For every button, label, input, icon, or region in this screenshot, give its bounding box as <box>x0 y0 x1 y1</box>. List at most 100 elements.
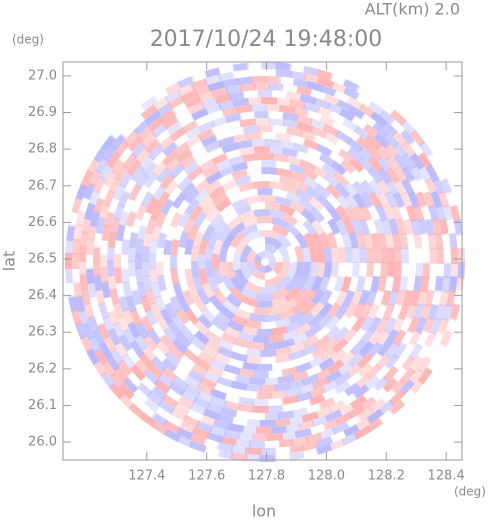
radar-cell <box>114 341 129 359</box>
radar-cell <box>453 289 463 307</box>
radar-cell <box>92 260 101 277</box>
radar-cell <box>169 126 187 142</box>
radar-cell <box>252 243 266 255</box>
radar-cell <box>363 123 380 140</box>
radar-cell <box>319 218 333 236</box>
radar-cell <box>261 160 278 168</box>
radar-cell <box>209 212 225 229</box>
radar-cell <box>306 110 324 122</box>
radar-cell <box>107 196 120 214</box>
radar-cell <box>156 191 171 209</box>
radar-cell <box>375 316 390 334</box>
radar-cell <box>272 90 289 99</box>
radar-cell <box>184 198 200 215</box>
radar-cell <box>333 231 345 249</box>
radar-cell <box>405 204 418 223</box>
radar-cell <box>444 317 457 335</box>
radar-cell <box>272 125 289 134</box>
radar-cell <box>301 262 312 279</box>
radar-cell <box>253 145 270 154</box>
radar-cell <box>257 250 266 260</box>
radar-cell <box>167 95 186 110</box>
radar-cell <box>344 262 353 279</box>
radar-cell <box>101 133 117 151</box>
radar-cell <box>162 114 180 130</box>
radar-cell <box>122 376 139 394</box>
radar-cell <box>310 275 323 293</box>
radar-cell <box>230 452 248 462</box>
radar-cell <box>178 275 189 293</box>
radar-cell <box>431 218 442 236</box>
radar-cell <box>329 111 347 125</box>
radar-cell <box>337 262 347 279</box>
radar-cell <box>229 231 246 249</box>
radar-cell <box>417 289 428 307</box>
radar-cell <box>438 290 449 308</box>
radar-cell <box>288 379 306 390</box>
radar-cell <box>252 398 269 407</box>
radar-cell <box>321 162 339 178</box>
radar-cell <box>100 253 108 270</box>
radar-cell <box>408 247 417 264</box>
radar-cell <box>427 232 437 250</box>
radar-cell <box>141 95 159 111</box>
radar-cell <box>420 232 430 250</box>
radar-cell <box>66 224 76 242</box>
radar-cell <box>331 421 350 435</box>
radar-cell <box>149 302 163 320</box>
radar-cell <box>265 75 282 84</box>
radar-cell <box>303 65 321 77</box>
radar-cell <box>344 414 363 429</box>
radar-cell <box>159 288 172 306</box>
radar-cell <box>238 181 256 193</box>
radar-cell <box>357 406 375 422</box>
radar-cell <box>93 175 107 194</box>
radar-cell <box>175 360 192 376</box>
radar-cell <box>151 184 167 202</box>
radar-cell <box>210 358 228 371</box>
radar-cell <box>220 406 238 418</box>
y-tick-label: 26.9 <box>28 105 57 120</box>
radar-cell <box>151 345 167 363</box>
radar-cell <box>115 224 126 242</box>
radar-cell <box>294 275 309 292</box>
radar-cell <box>253 208 270 218</box>
radar-cell <box>155 166 172 184</box>
radar-cell <box>142 334 158 352</box>
radar-cell <box>249 377 265 385</box>
radar-cell <box>384 191 398 209</box>
radar-cell <box>169 162 186 179</box>
radar-cell <box>326 289 341 307</box>
radar-cell <box>198 120 216 133</box>
radar-cell <box>179 325 196 342</box>
radar-cell <box>417 164 432 183</box>
radar-cell <box>275 160 292 171</box>
radar-cell <box>392 191 406 209</box>
radar-cell <box>164 301 178 319</box>
radar-cell <box>295 188 313 203</box>
radar-cell <box>230 313 248 327</box>
radar-cell <box>264 313 281 323</box>
radar-cell <box>212 253 220 270</box>
radar-cell <box>436 247 445 264</box>
radar-cell <box>366 218 378 236</box>
radar-cell <box>176 395 195 410</box>
radar-cell <box>271 295 288 308</box>
radar-cell <box>127 260 136 277</box>
radar-cell <box>211 152 229 166</box>
radar-cell <box>434 276 444 293</box>
radar-cell <box>358 103 376 119</box>
radar-cell <box>190 362 208 377</box>
radar-cell <box>367 303 380 321</box>
radar-cell <box>134 253 143 270</box>
radar-cell <box>191 70 209 83</box>
radar-cell <box>134 172 150 189</box>
radar-cell <box>246 160 263 169</box>
radar-cell <box>131 141 147 159</box>
radar-cell <box>266 433 284 441</box>
radar-cell <box>422 191 436 209</box>
radar-cell <box>316 69 335 81</box>
radar-cell <box>427 303 439 322</box>
radar-cell <box>423 330 437 349</box>
radar-cell <box>135 238 144 255</box>
